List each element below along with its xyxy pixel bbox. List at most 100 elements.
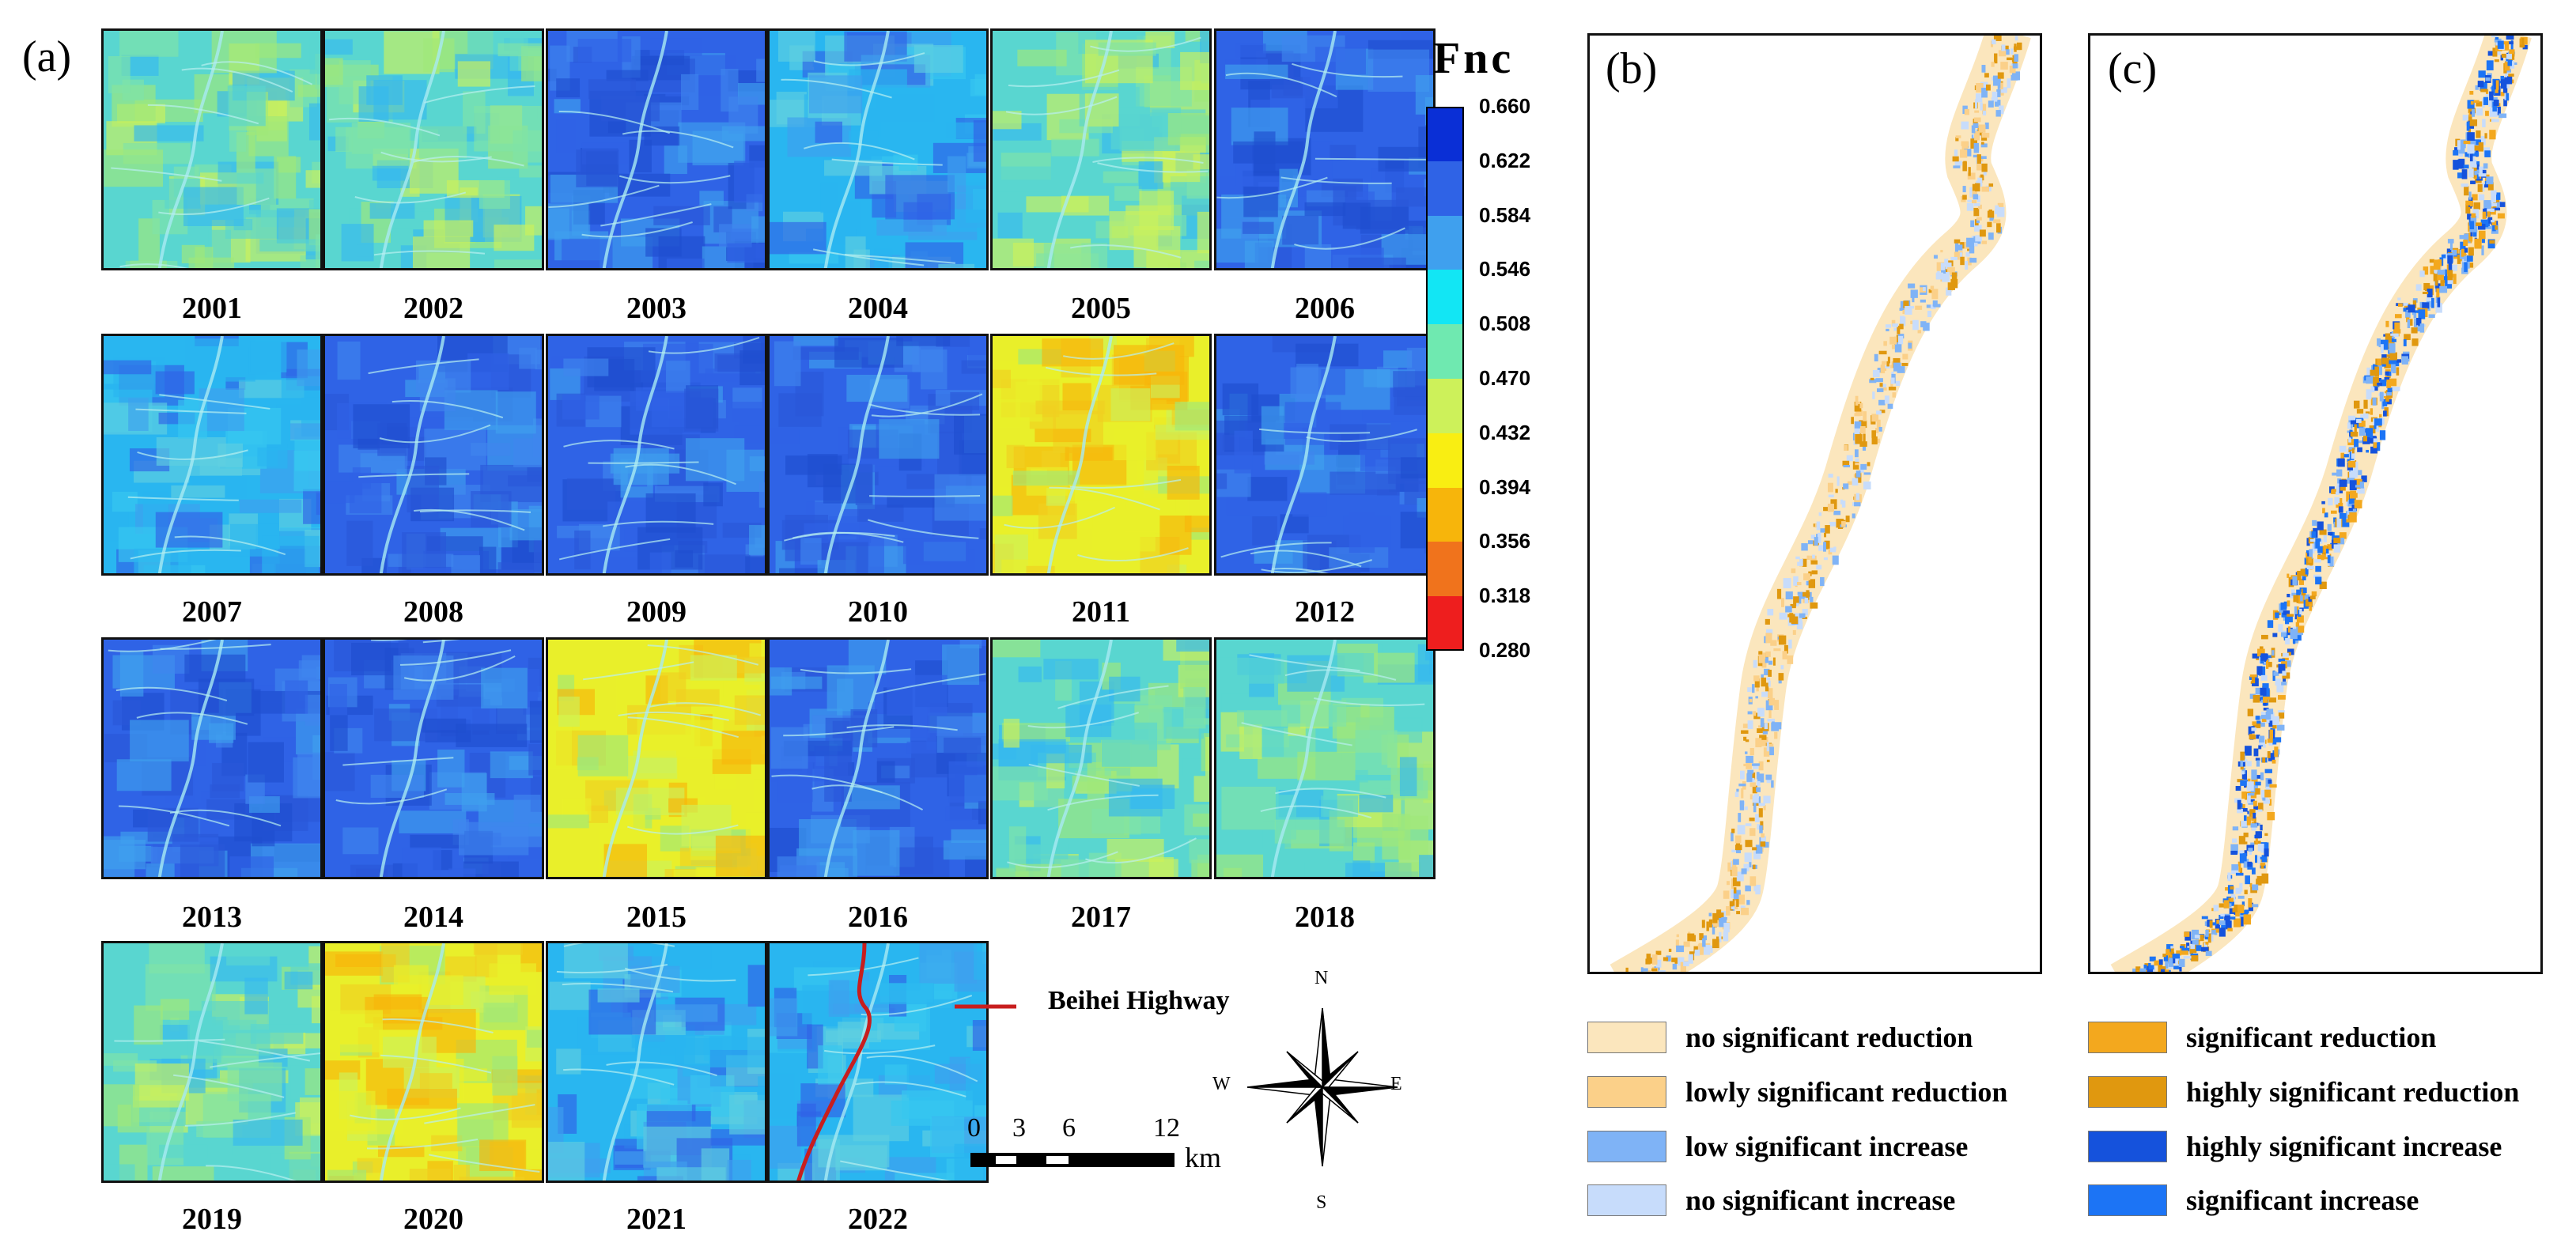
- year-tile-map: [990, 28, 1212, 270]
- year-tile-map: [767, 637, 989, 879]
- year-label: 2021: [626, 1203, 687, 1236]
- year-tile-map: [1214, 28, 1436, 270]
- legend-item: low significant increase: [1587, 1130, 1968, 1163]
- legend-swatch: [1587, 1131, 1666, 1162]
- legend-swatch: [2088, 1131, 2167, 1162]
- year-label: 2003: [626, 292, 687, 325]
- colorbar-segment: [1426, 161, 1464, 216]
- colorbar-segment: [1426, 324, 1464, 379]
- legend-item: highly significant increase: [2088, 1130, 2502, 1163]
- year-tile-map: [101, 637, 323, 879]
- legend-item: significant reduction: [2088, 1021, 2436, 1054]
- year-label: 2005: [1071, 292, 1131, 325]
- year-tile-map: [546, 941, 767, 1183]
- colorbar-tick-label: 0.356: [1479, 529, 1531, 553]
- year-label: 2008: [403, 595, 463, 629]
- legend-swatch: [1587, 1184, 1666, 1216]
- compass-e: E: [1390, 1074, 1402, 1094]
- year-label: 2010: [848, 595, 908, 629]
- legend-swatch: [2088, 1184, 2167, 1216]
- year-label: 2009: [626, 595, 687, 629]
- legend-label: significant increase: [2186, 1184, 2419, 1216]
- colorbar-segment: [1426, 379, 1464, 433]
- year-tile-map: [546, 28, 767, 270]
- panel-c-label: (c): [2108, 44, 2158, 93]
- colorbar-segment: [1426, 215, 1464, 270]
- year-tile-map: [990, 334, 1212, 576]
- year-label: 2017: [1071, 901, 1131, 934]
- year-tile-map: [323, 28, 544, 270]
- colorbar-tick-label: 0.318: [1479, 584, 1531, 608]
- legend-swatch: [2088, 1022, 2167, 1053]
- north-arrow-icon: [1246, 1007, 1398, 1167]
- legend-item: significant increase: [2088, 1184, 2419, 1217]
- year-tile-map: [1214, 334, 1436, 576]
- colorbar-tick-label: 0.546: [1479, 257, 1531, 281]
- colorbar-segment: [1426, 487, 1464, 542]
- legend-item: no significant reduction: [1587, 1021, 1973, 1054]
- legend-label: highly significant reduction: [2186, 1076, 2520, 1108]
- year-label: 2018: [1295, 901, 1355, 934]
- year-label: 2002: [403, 292, 463, 325]
- year-label: 2004: [848, 292, 908, 325]
- legend-item: lowly significant reduction: [1587, 1075, 2007, 1109]
- year-tile-map: [323, 637, 544, 879]
- year-tile-map: [1214, 637, 1436, 879]
- year-label: 2015: [626, 901, 687, 934]
- colorbar-tick-label: 0.508: [1479, 312, 1531, 336]
- year-tile-map: [990, 637, 1212, 879]
- year-label: 2016: [848, 901, 908, 934]
- scale-tick-12: 12: [1153, 1113, 1180, 1143]
- panel-c-map: [2088, 33, 2543, 974]
- legend-label: no significant reduction: [1685, 1022, 1973, 1053]
- colorbar-title: Fnc: [1433, 34, 1515, 83]
- year-tile-map: [323, 334, 544, 576]
- legend-swatch: [1587, 1076, 1666, 1108]
- year-tile-map: [323, 941, 544, 1183]
- year-label: 2011: [1072, 595, 1130, 629]
- legend-label: no significant increase: [1685, 1184, 1956, 1216]
- colorbar-tick-label: 0.660: [1479, 94, 1531, 118]
- year-tile-map: [101, 28, 323, 270]
- year-tile-map: [101, 334, 323, 576]
- legend-item: no significant increase: [1587, 1184, 1955, 1217]
- year-tile-map: [767, 334, 989, 576]
- panel-b-map: [1587, 33, 2042, 974]
- legend-item: highly significant reduction: [2088, 1075, 2519, 1109]
- colorbar-segment: [1426, 433, 1464, 488]
- legend-label: low significant increase: [1685, 1131, 1969, 1162]
- year-label: 2019: [182, 1203, 242, 1236]
- year-tile-map: [767, 28, 989, 270]
- year-tile-map: [546, 637, 767, 879]
- year-label: 2022: [848, 1203, 908, 1236]
- panel-a-label: (a): [22, 32, 72, 81]
- year-label: 2013: [182, 901, 242, 934]
- scale-tick-3: 3: [1012, 1113, 1026, 1143]
- legend-swatch: [2088, 1076, 2167, 1108]
- colorbar-tick-label: 0.584: [1479, 202, 1531, 227]
- year-tile-map: [546, 334, 767, 576]
- colorbar-segment: [1426, 596, 1464, 651]
- colorbar-segment: [1426, 542, 1464, 597]
- year-label: 2012: [1295, 595, 1355, 629]
- compass-s: S: [1316, 1192, 1327, 1213]
- compass-w: W: [1212, 1074, 1231, 1094]
- colorbar-tick-label: 0.470: [1479, 366, 1531, 390]
- year-tile-map: [101, 941, 323, 1183]
- colorbar-tick-label: 0.280: [1479, 638, 1531, 662]
- legend-label: highly significant increase: [2186, 1131, 2502, 1162]
- year-label: 2014: [403, 901, 463, 934]
- highway-legend-label: Beihei Highway: [1048, 986, 1230, 1015]
- colorbar-tick-label: 0.432: [1479, 420, 1531, 444]
- year-label: 2006: [1295, 292, 1355, 325]
- scale-tick-0: 0: [967, 1113, 981, 1143]
- highway-route: [796, 943, 872, 1181]
- year-label: 2001: [182, 292, 242, 325]
- scale-tick-6: 6: [1062, 1113, 1076, 1143]
- compass-n: N: [1314, 968, 1329, 988]
- colorbar-segment: [1426, 107, 1464, 161]
- panel-b-label: (b): [1606, 44, 1658, 93]
- scale-bar: [970, 1153, 1175, 1167]
- legend-label: significant reduction: [2186, 1022, 2437, 1053]
- legend-swatch: [1587, 1022, 1666, 1053]
